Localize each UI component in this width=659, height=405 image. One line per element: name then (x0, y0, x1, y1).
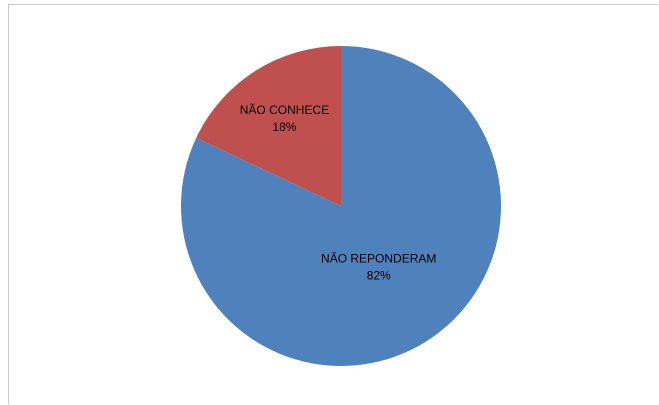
slice-label-name: NÃO REPONDERAM (321, 251, 436, 265)
chart-area: NÃO REPONDERAM 82% NÃO CONHECE 18% (8, 4, 658, 404)
slice-label-percent: 18% (272, 120, 296, 134)
pie-slices (181, 46, 502, 366)
pie-labels: NÃO REPONDERAM 82% NÃO CONHECE 18% (240, 103, 437, 283)
slice-label-name: NÃO CONHECE (240, 103, 329, 117)
pie-chart: NÃO REPONDERAM 82% NÃO CONHECE 18% (181, 46, 502, 366)
pie-slice-nao-conhece (196, 46, 341, 206)
slice-label-percent: 82% (367, 268, 391, 282)
